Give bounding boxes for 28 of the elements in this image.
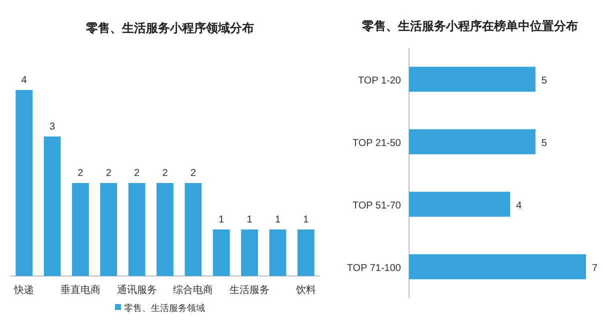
chart-title: 零售、生活服务小程序领域分布: [85, 21, 254, 35]
data-label: 1: [303, 214, 310, 226]
x-tick-label: 通讯服务: [116, 284, 157, 296]
data-label: 7: [592, 262, 598, 274]
data-label: 2: [78, 168, 84, 179]
data-label: 4: [516, 200, 522, 212]
data-label: 2: [162, 168, 168, 179]
data-label: 2: [134, 168, 140, 179]
data-label: 1: [274, 214, 281, 226]
data-label: 4: [21, 75, 28, 86]
data-label: 1: [218, 214, 225, 226]
data-label: 5: [541, 138, 548, 149]
legend-label: 零售、生活服务领域: [124, 303, 205, 313]
x-tick-label: 饮料: [294, 284, 316, 296]
x-tick-label: 生活服务: [230, 284, 270, 296]
x-tick-label: 快递: [13, 284, 34, 296]
y-tick-label: TOP 21-50: [352, 138, 402, 149]
data-label: 2: [190, 168, 196, 179]
y-tick-label: TOP 1-20: [358, 75, 402, 86]
data-label: 2: [106, 168, 112, 179]
data-label: 5: [541, 75, 548, 86]
data-label: 3: [49, 122, 56, 132]
x-tick-label: 垂直电商: [60, 284, 100, 296]
x-tick-label: 综合电商: [173, 284, 214, 296]
y-tick-label: TOP 51-70: [352, 200, 402, 212]
y-tick-label: TOP 71-100: [346, 262, 402, 274]
data-label: 1: [246, 214, 253, 226]
chart-title: 零售、生活服务小程序在榜单中位置分布: [361, 19, 578, 33]
